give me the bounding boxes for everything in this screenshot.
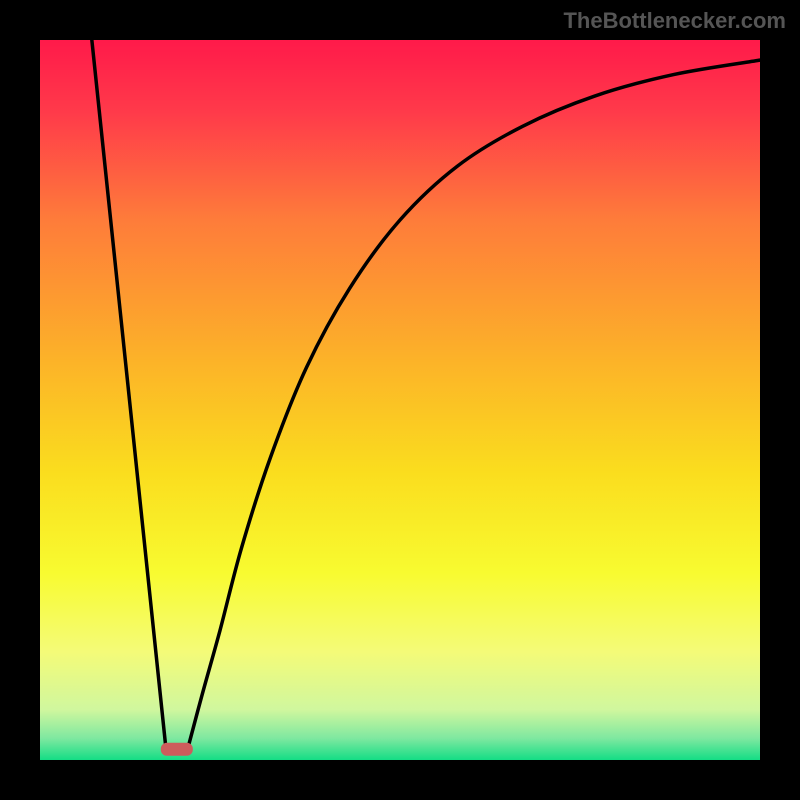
chart-svg bbox=[0, 0, 800, 800]
chart-container: TheBottlenecker.com bbox=[0, 0, 800, 800]
watermark-text: TheBottlenecker.com bbox=[563, 8, 786, 34]
